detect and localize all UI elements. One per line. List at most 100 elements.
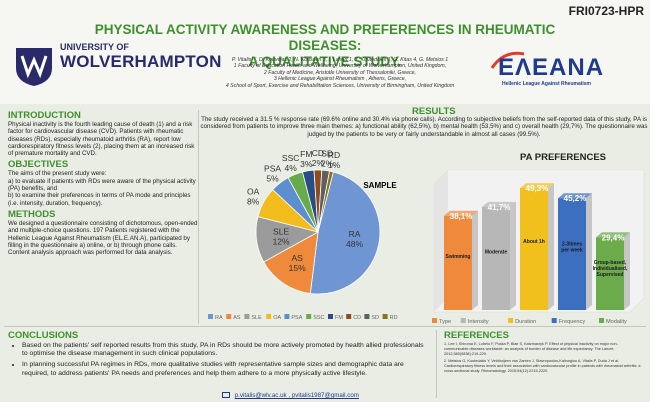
pa-preferences-chart: PA PREFERENCES 38,1% Swimming 41,7% Moderate… (418, 148, 648, 325)
eleana-subtitle: Hellenic League Against Rheumatism (502, 81, 592, 87)
svg-text:CD: CD (312, 150, 324, 158)
affiliation-3: 3 Hellenic League Against Rheumatism , A… (273, 76, 407, 83)
pie-legend-psa: PSA (284, 314, 303, 321)
pie-label-rd: RD1% (328, 150, 341, 170)
bar-inner-label: Moderate (485, 249, 507, 255)
svg-text:Modality: Modality (606, 319, 627, 325)
email-icon (222, 392, 230, 399)
university-crest-icon (16, 48, 52, 86)
bar-legend-frequency: Frequency (551, 318, 586, 325)
pie-legend-cd: CD (346, 314, 361, 321)
pie-legend-sd: SD (364, 314, 379, 321)
bar-legend-duration: Duration (508, 318, 536, 325)
pie-chart-svg: SAMPLERA48%AS15%SLE12%OA8%PSA5%SSC4%FM3%… (208, 148, 398, 321)
conclusion-item: In planning successful PA regimes in RDs… (22, 361, 424, 377)
introduction-heading: INTRODUCTION (8, 110, 81, 121)
svg-text:5%: 5% (266, 174, 279, 184)
references-list: 1. Lee I, Shiroma E, Lobelo F, Puska P, … (444, 342, 642, 377)
pie-legend-sle: SLE (244, 314, 262, 321)
svg-text:SD: SD (321, 150, 333, 159)
bar-inner-label: Swimming (445, 254, 470, 260)
methods-text: We designed a questionnaire consisting o… (8, 219, 198, 257)
row-divider (4, 326, 646, 327)
poster-title: PHYSICAL ACTIVITY AWARENESS AND PREFEREN… (90, 22, 560, 70)
pie-slice-rd (317, 170, 334, 233)
svg-text:AS: AS (291, 253, 303, 263)
svg-text:SSC: SSC (282, 153, 299, 163)
bar-duration: 49,3% About 1h (520, 183, 554, 310)
pie-label-sd: SD2% (321, 149, 334, 169)
results-text: The study received a 31.5 % response rat… (200, 116, 648, 138)
bar-legend-type: Type (432, 318, 451, 325)
pie-label-cd: CD2% (312, 148, 325, 168)
svg-text:PSA: PSA (264, 164, 281, 174)
svg-text:SLE: SLE (251, 315, 262, 321)
svg-text:48%: 48% (346, 239, 363, 249)
pie-title: SAMPLE (363, 181, 397, 190)
objectives-aim-b: b) to examine their preferences in terms… (8, 192, 191, 207)
eleana-swoosh-icon (490, 51, 525, 69)
affiliation-2: 2 Faculty of Medicine, Aristotle Univers… (263, 69, 417, 76)
bar-inner-label: 2-3times per week (561, 242, 583, 254)
sample-pie-chart: SAMPLE RA 48% AS 15% SLE 12% OA 8% PSA 5% SSC 4% FM 3%… (200, 148, 415, 325)
column-divider (198, 110, 199, 324)
affiliation-1: 1 Faculty of Education Health and Wellbe… (233, 63, 447, 70)
authors-block: P. Vitalis¹ ², D. Kouvelas 2, N. Kousour… (200, 57, 480, 89)
svg-text:Duration: Duration (515, 319, 536, 325)
pie-legend-fm: FM (328, 314, 343, 321)
pie-label-oa: OA8% (247, 186, 260, 206)
svg-text:OA: OA (273, 315, 281, 321)
bar-chart-title: PA PREFERENCES (520, 152, 606, 163)
svg-text:CD: CD (353, 315, 361, 321)
bar-chart-svg: PA PREFERENCES 38,1% Swimming 41,7% Moderate… (432, 152, 645, 325)
objectives-heading: OBJECTIVES (8, 159, 69, 171)
svg-text:Frequency: Frequency (559, 319, 586, 325)
conclusions-list: Based on the patients' self reported res… (14, 342, 424, 381)
bar-type: 38,1% Swimming (444, 210, 478, 310)
svg-text:SLE: SLE (273, 227, 289, 237)
svg-text:3%: 3% (300, 159, 313, 169)
university-logo: UNIVERSITY OF WOLVERHAMPTON (12, 42, 221, 92)
bar-inner-label: Group-based, Individualised, Supervised (593, 260, 628, 278)
bar-value-label: 38,1% (450, 212, 473, 221)
methods-heading: METHODS (8, 208, 56, 220)
svg-text:1%: 1% (328, 160, 341, 170)
svg-text:4%: 4% (285, 163, 298, 173)
svg-text:Type: Type (439, 319, 451, 325)
email-text[interactable]: p.vitalis@wlv.ac.uk , pvitalis1987@gmail… (234, 392, 359, 399)
authors-line: P. Vitalis¹ ², D. Kouvelas 2, N. Kousour… (231, 57, 449, 63)
svg-text:PSA: PSA (291, 315, 302, 321)
poster-header: FRI0723-HPR PHYSICAL ACTIVITY AWARENESS … (0, 0, 650, 104)
svg-text:FM: FM (300, 150, 312, 159)
objectives-intro: The aims of the present study were: (8, 170, 107, 178)
svg-text:FM: FM (335, 315, 343, 321)
pie-legend-ssc: SSC (306, 314, 325, 321)
pie-legend-ra: RA (208, 314, 223, 321)
title-line-1: PHYSICAL ACTIVITY AWARENESS AND PREFEREN… (94, 22, 556, 53)
pie-slice-ra (309, 171, 381, 295)
bar-legend-intensity: Intensity (460, 318, 489, 325)
svg-text:AS: AS (233, 315, 241, 321)
pie-legend-oa: OA (266, 314, 281, 321)
bar-value-label: 41,7% (488, 203, 511, 212)
reference-item: 2. Metsios G, Koutedakis Y, Veldhuijzen … (444, 359, 641, 373)
conclusions-heading: CONCLUSIONS (8, 330, 79, 341)
svg-text:8%: 8% (247, 196, 260, 206)
svg-text:RA: RA (215, 315, 223, 321)
contact-email[interactable]: p.vitalis@wlv.ac.uk , pvitalis1987@gmail… (222, 392, 359, 399)
bar-legend-modality: Modality (599, 318, 627, 325)
university-name-line-2: WOLVERHAMPTON (60, 52, 222, 71)
pie-legend-as: AS (226, 314, 241, 321)
bottom-divider (436, 330, 437, 398)
svg-text:15%: 15% (289, 263, 306, 273)
svg-text:RA: RA (349, 229, 361, 239)
reference-item: 1. Lee I, Shiroma E, Lobelo F, Puska P, … (444, 342, 618, 356)
left-column: INTRODUCTION Physical inactivity is the … (8, 108, 198, 318)
svg-text:RD: RD (390, 315, 398, 321)
svg-text:12%: 12% (273, 237, 290, 247)
